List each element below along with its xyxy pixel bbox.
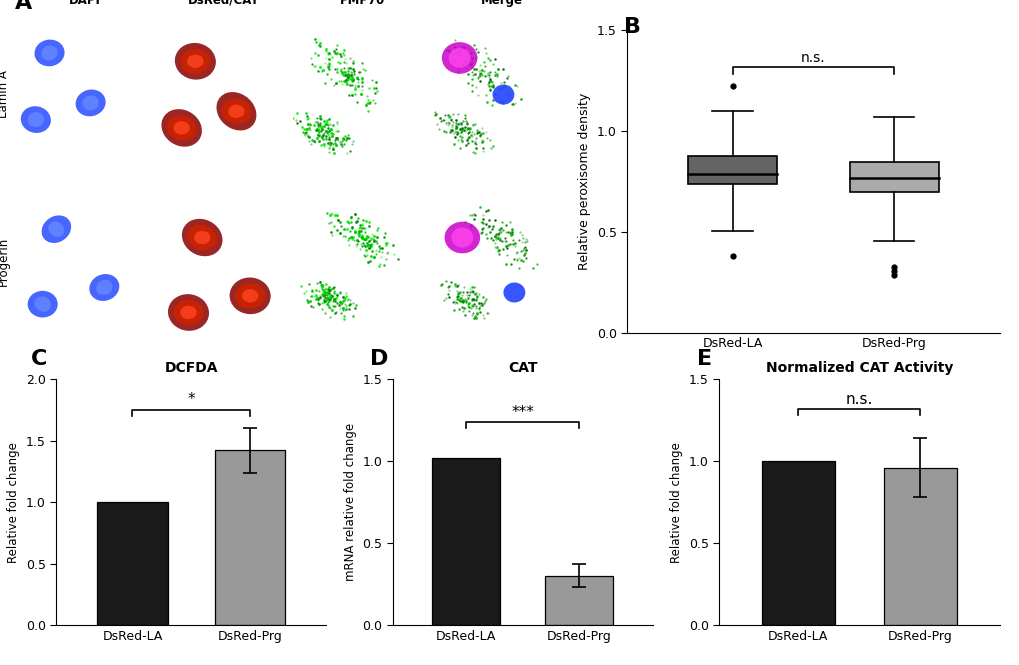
Text: B: B: [624, 17, 641, 37]
Ellipse shape: [75, 90, 106, 116]
Ellipse shape: [173, 300, 204, 325]
Text: ***: ***: [511, 404, 534, 420]
Bar: [882, 467, 956, 625]
Ellipse shape: [448, 48, 470, 68]
Ellipse shape: [492, 84, 514, 104]
Ellipse shape: [161, 109, 202, 147]
Bar: [97, 502, 167, 625]
Ellipse shape: [168, 294, 209, 331]
Text: E: E: [696, 349, 711, 369]
Ellipse shape: [83, 95, 99, 110]
Ellipse shape: [180, 306, 197, 319]
Text: C: C: [31, 349, 47, 369]
Bar: [761, 461, 835, 625]
Bar: [688, 156, 776, 184]
Bar: [849, 162, 937, 192]
Ellipse shape: [35, 297, 51, 312]
Ellipse shape: [28, 112, 44, 127]
Text: A: A: [15, 0, 33, 13]
Ellipse shape: [181, 219, 222, 256]
Bar: [432, 458, 499, 625]
Ellipse shape: [221, 98, 252, 124]
Ellipse shape: [48, 221, 64, 237]
Ellipse shape: [166, 115, 197, 140]
Ellipse shape: [96, 280, 112, 295]
Y-axis label: Relative fold change: Relative fold change: [669, 442, 683, 563]
Ellipse shape: [234, 283, 265, 309]
Ellipse shape: [90, 274, 119, 301]
Ellipse shape: [228, 104, 245, 118]
Bar: [545, 576, 612, 625]
Ellipse shape: [35, 40, 64, 66]
Text: *: *: [187, 392, 195, 408]
Ellipse shape: [216, 92, 256, 130]
Y-axis label: Relative peroxisome density: Relative peroxisome density: [578, 92, 591, 270]
Ellipse shape: [444, 221, 480, 253]
Ellipse shape: [503, 283, 525, 303]
Text: n.s.: n.s.: [800, 51, 825, 65]
Title: Normalized CAT Activity: Normalized CAT Activity: [765, 361, 952, 375]
Ellipse shape: [180, 49, 210, 74]
Text: DAPI: DAPI: [69, 0, 101, 7]
Ellipse shape: [242, 289, 258, 303]
Text: Progerin: Progerin: [0, 237, 10, 287]
Ellipse shape: [42, 45, 58, 61]
Text: n.s.: n.s.: [845, 392, 872, 406]
Text: PMP70: PMP70: [339, 0, 385, 7]
Text: D: D: [370, 349, 388, 369]
Text: DsRed/CAT: DsRed/CAT: [187, 0, 259, 7]
Ellipse shape: [42, 215, 71, 243]
Ellipse shape: [28, 291, 58, 317]
Ellipse shape: [441, 42, 477, 74]
Ellipse shape: [186, 55, 204, 68]
Bar: [215, 450, 285, 625]
Text: Lamin A: Lamin A: [0, 70, 10, 118]
Text: Merge: Merge: [480, 0, 522, 7]
Ellipse shape: [174, 43, 216, 80]
Ellipse shape: [194, 231, 210, 244]
Title: CAT: CAT: [507, 361, 537, 375]
Ellipse shape: [20, 106, 51, 133]
Ellipse shape: [173, 121, 190, 134]
Title: DCFDA: DCFDA: [164, 361, 218, 375]
Ellipse shape: [451, 227, 473, 247]
Y-axis label: mRNA relative fold change: mRNA relative fold change: [343, 423, 357, 581]
Ellipse shape: [187, 225, 217, 250]
Ellipse shape: [229, 277, 270, 314]
Y-axis label: Relative fold change: Relative fold change: [7, 442, 20, 563]
